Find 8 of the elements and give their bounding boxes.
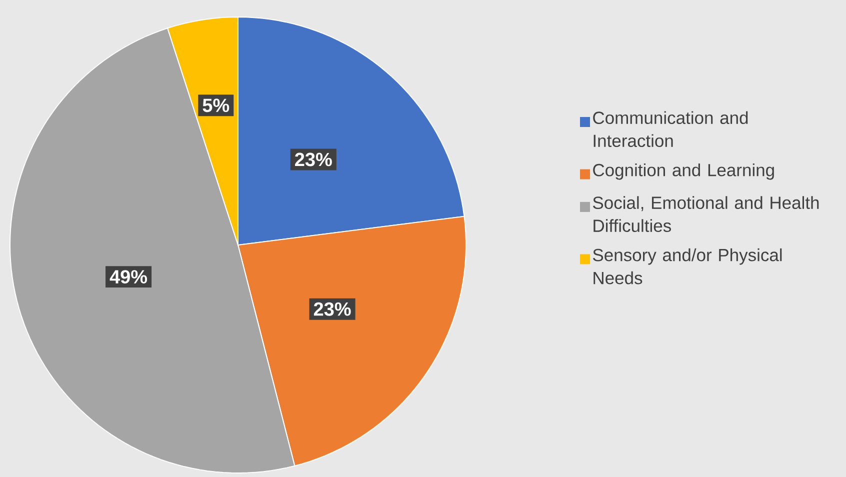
data-label: 23% — [314, 302, 351, 316]
data-label: 49% — [110, 270, 148, 284]
legend-label: Sensory and/or Physical Needs — [593, 248, 782, 284]
legend-label: Social, Emotional and Health Difficulties — [593, 196, 819, 232]
data-label: 5% — [202, 98, 230, 112]
data-label: 23% — [295, 152, 332, 166]
legend-label: Cognition and Learning — [593, 163, 774, 180]
legend-label: Communication and Interaction — [593, 111, 748, 148]
